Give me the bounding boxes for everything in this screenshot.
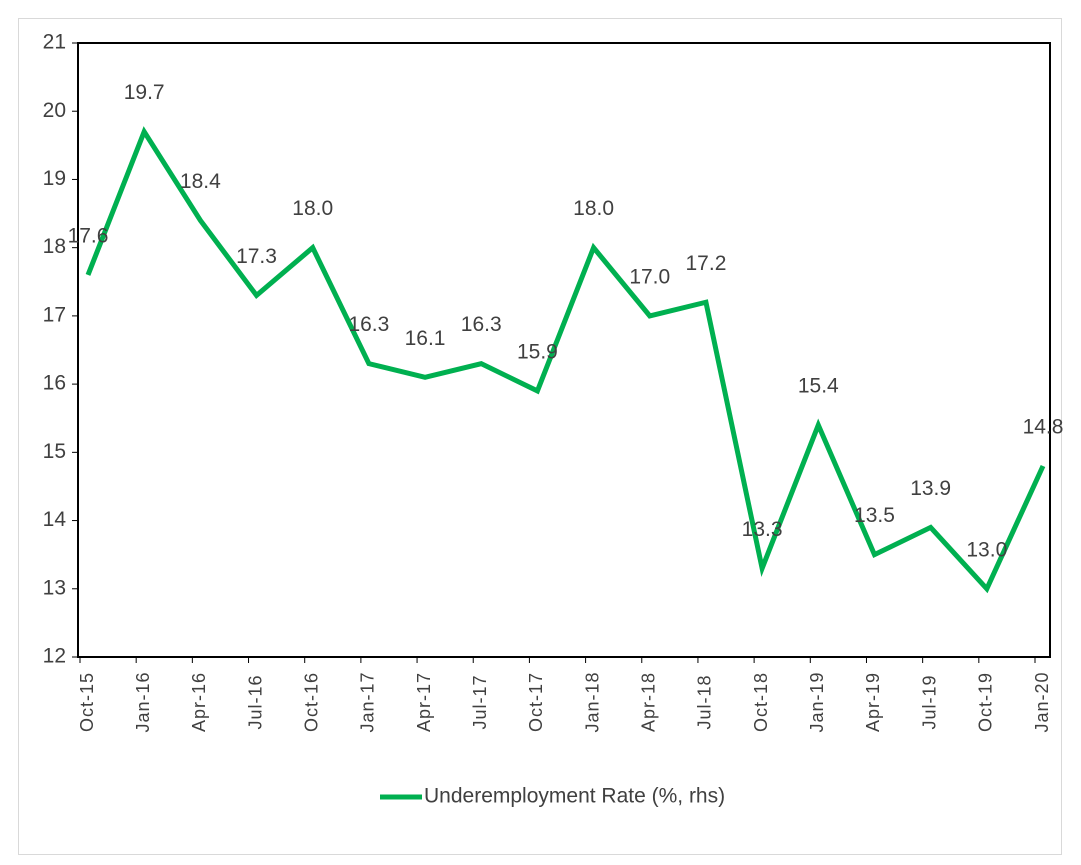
data-label: 16.3 [461,313,502,336]
x-tick-label: Apr-19 [863,672,883,732]
y-tick-label: 16 [43,372,66,395]
legend-label: Underemployment Rate (%, rhs) [424,785,725,808]
x-tick-label: Oct-17 [526,672,546,732]
data-label: 13.9 [910,477,951,500]
y-tick-label: 15 [43,440,66,463]
y-tick-label: 21 [43,31,66,54]
y-tick-label: 18 [43,235,66,258]
x-tick-label: Oct-19 [976,672,996,732]
data-label: 17.3 [236,245,277,268]
data-label: 13.3 [742,518,783,541]
x-tick-label: Apr-17 [414,672,434,732]
line [85,126,1046,594]
x-tick-label: Jan-16 [133,671,153,732]
data-label: 13.0 [966,538,1007,561]
x-tick-label: Oct-18 [751,672,771,732]
x-tick-label: Jul-18 [695,674,715,729]
x-tick-label: Jan-18 [582,671,602,732]
data-label: 14.8 [1023,416,1064,439]
data-label: 16.1 [405,327,446,350]
y-tick-label: 19 [43,167,66,190]
data-label: 17.0 [629,265,670,288]
y-tick-label: 12 [43,645,66,668]
data-label: 15.9 [517,340,558,363]
x-tick-label: Jan-20 [1032,671,1052,732]
x-tick-label: Apr-16 [189,672,209,732]
data-label: 13.5 [854,504,895,527]
x-tick-label: Jul-19 [919,674,939,729]
x-tick-label: Jul-17 [470,674,490,729]
x-tick-label: Oct-16 [301,672,321,732]
data-label: 17.2 [686,252,727,275]
plot-border [77,42,1051,658]
data-label: 18.0 [292,197,333,220]
y-tick-label: 14 [43,508,67,531]
data-label: 16.3 [348,313,389,336]
data-label: 17.6 [68,225,109,248]
x-tick-label: Jan-17 [358,671,378,732]
y-tick-label: 13 [43,576,66,599]
x-tick-label: Apr-18 [639,672,659,732]
data-label: 19.7 [124,81,165,104]
x-tick-label: Jan-19 [807,671,827,732]
chart-border [18,18,1062,855]
data-label: 18.4 [180,170,221,193]
data-label: 15.4 [798,375,839,398]
x-tick-label: Oct-15 [77,672,97,732]
y-tick-label: 17 [43,303,66,326]
y-tick-label: 20 [43,99,66,122]
data-label: 18.0 [573,197,614,220]
x-tick-label: Jul-16 [245,674,265,729]
